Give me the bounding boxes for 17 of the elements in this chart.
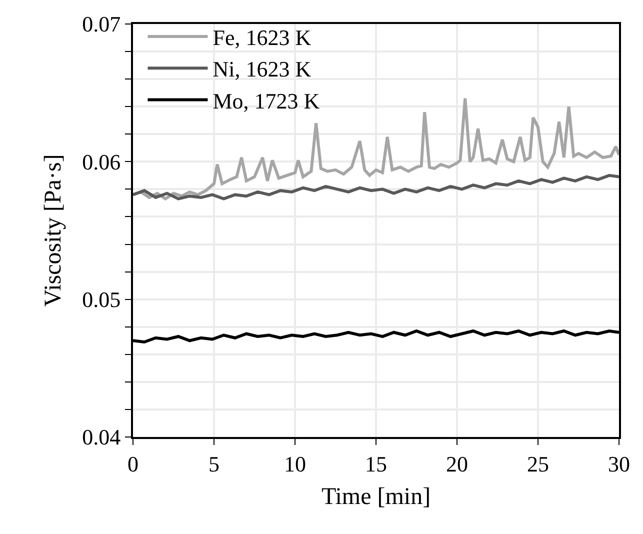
y-tick-label: 0.04 xyxy=(82,424,121,450)
legend-label: Mo, 1723 K xyxy=(212,88,320,114)
x-tick-label: 20 xyxy=(446,451,468,476)
y-tick-label: 0.06 xyxy=(82,149,121,174)
x-axis-title: Time [min] xyxy=(321,484,431,510)
legend-label: Fe, 1623 K xyxy=(212,25,312,50)
x-tick-label: 25 xyxy=(527,451,549,476)
y-axis-title: Viscosity [Pa·s] xyxy=(40,154,67,307)
legend-label: Ni, 1623 K xyxy=(212,56,312,82)
y-tick-label: 0.07 xyxy=(82,12,121,37)
x-tick-label: 5 xyxy=(208,451,220,476)
x-tick-label: 15 xyxy=(365,451,387,476)
x-tick-label: 30 xyxy=(608,451,630,476)
y-tick-label: 0.05 xyxy=(82,287,121,312)
x-tick-label: 10 xyxy=(284,451,306,476)
x-tick-label: 0 xyxy=(128,451,138,476)
line-series xyxy=(133,174,619,200)
